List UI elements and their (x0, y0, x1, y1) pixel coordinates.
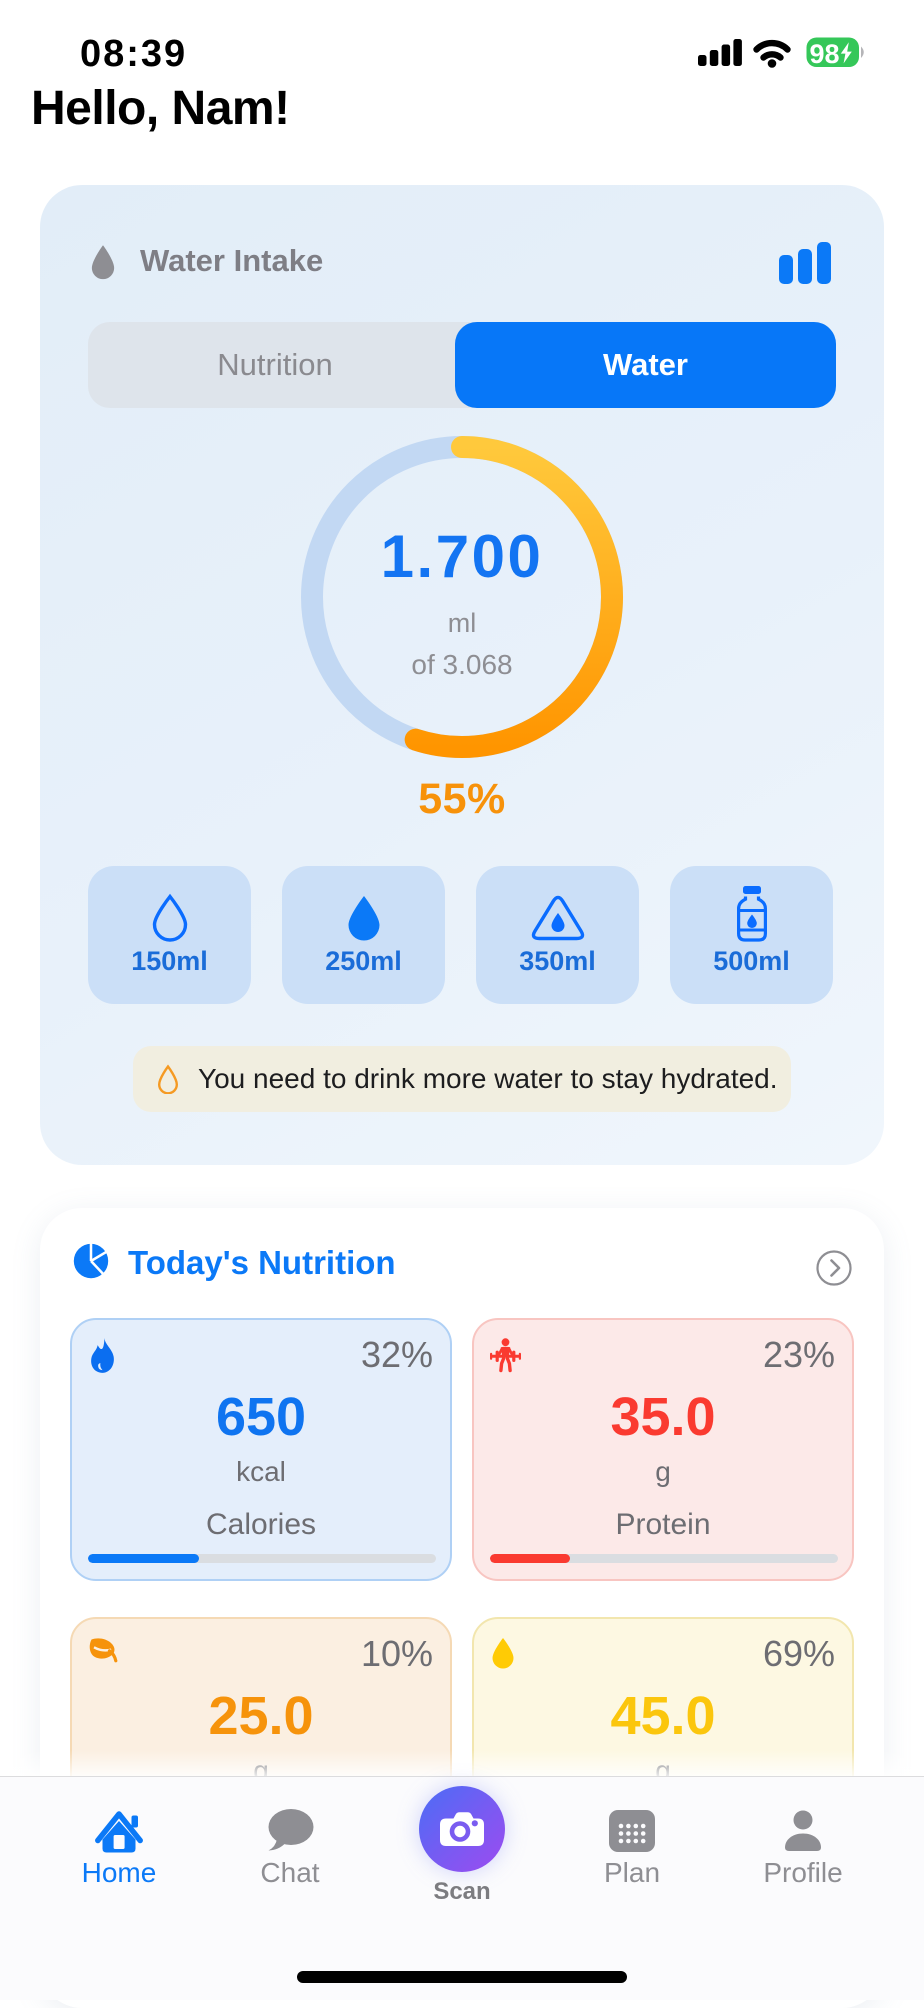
svg-text:98: 98 (810, 39, 840, 68)
